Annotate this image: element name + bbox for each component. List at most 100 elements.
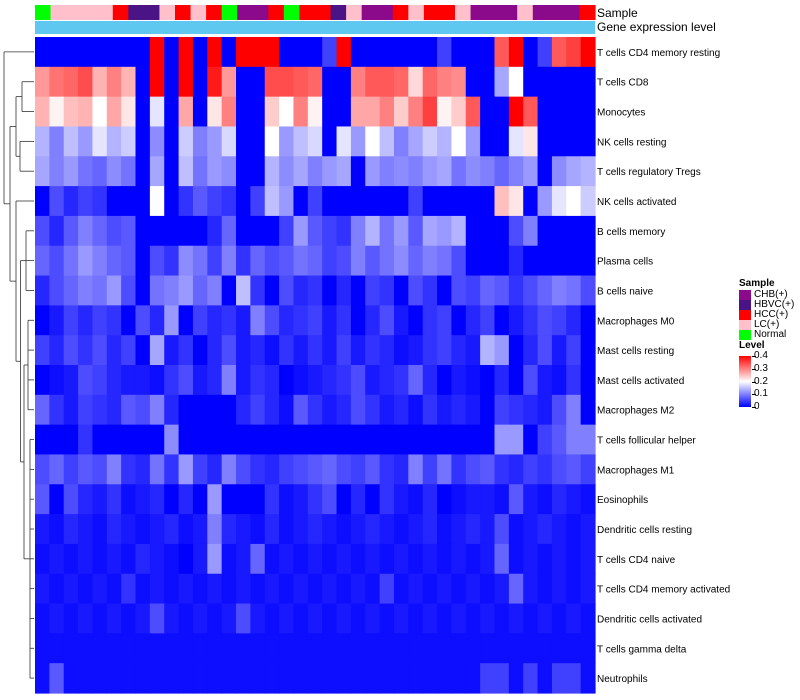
heatmap-cell bbox=[350, 424, 366, 456]
heatmap-cell bbox=[307, 126, 323, 157]
heatmap-cell bbox=[149, 126, 165, 157]
heatmap-cell bbox=[178, 126, 194, 157]
heatmap-cell bbox=[63, 663, 79, 694]
heatmap-cell bbox=[63, 514, 79, 545]
heatmap-cell bbox=[566, 484, 582, 515]
heatmap-cell bbox=[192, 156, 208, 187]
heatmap-cell bbox=[523, 335, 539, 366]
heatmap-cell bbox=[350, 663, 366, 694]
heatmap-cell bbox=[322, 215, 338, 247]
heatmap-cell bbox=[422, 573, 438, 605]
heatmap-cell bbox=[106, 484, 122, 515]
heatmap-cell bbox=[236, 126, 251, 157]
heatmap-cell bbox=[135, 573, 151, 605]
heatmap-cell bbox=[293, 37, 309, 68]
heatmap-cell bbox=[551, 573, 567, 605]
heatmap-cell bbox=[437, 543, 453, 575]
heatmap-cell bbox=[551, 305, 567, 336]
heatmap-cell bbox=[465, 573, 481, 605]
heatmap-cell bbox=[451, 335, 467, 366]
heatmap-cell bbox=[149, 573, 165, 605]
heatmap-cell bbox=[121, 66, 137, 98]
heatmap-cell bbox=[551, 156, 567, 187]
heatmap-cell bbox=[508, 365, 524, 396]
heatmap-cell bbox=[106, 335, 122, 366]
heatmap-cell bbox=[551, 126, 567, 157]
heatmap-cell bbox=[465, 335, 481, 366]
heatmap-cell bbox=[408, 663, 424, 694]
heatmap-cell bbox=[92, 245, 108, 277]
row-label: Mast cells resting bbox=[597, 346, 674, 357]
heatmap-cell bbox=[465, 37, 481, 68]
level-gradient bbox=[739, 356, 751, 407]
heatmap-cell bbox=[393, 186, 409, 217]
heatmap-cell bbox=[422, 454, 438, 485]
heatmap-cell bbox=[508, 126, 524, 157]
heatmap-cell bbox=[135, 126, 151, 157]
heatmap-cell bbox=[264, 365, 280, 396]
heatmap-cell bbox=[207, 335, 223, 366]
sample-annotation-cell bbox=[81, 5, 98, 20]
heatmap-cell bbox=[164, 215, 180, 247]
heatmap-cell bbox=[207, 454, 223, 485]
heatmap-cell bbox=[78, 514, 94, 545]
heatmap-cell bbox=[164, 543, 180, 575]
heatmap-cell bbox=[78, 543, 94, 575]
heatmap-cell bbox=[92, 215, 108, 247]
heatmap-cell bbox=[307, 573, 323, 605]
heatmap-cell bbox=[580, 335, 596, 366]
heatmap-cell bbox=[379, 37, 395, 68]
heatmap-cell bbox=[279, 603, 295, 634]
sample-annotation-cell bbox=[501, 5, 518, 20]
heatmap-cell bbox=[393, 603, 409, 634]
heatmap-cell bbox=[350, 126, 366, 157]
heatmap-cell bbox=[422, 514, 438, 545]
row-label: NK cells activated bbox=[597, 197, 676, 208]
heatmap-cell bbox=[422, 305, 438, 336]
heatmap-cell bbox=[307, 245, 323, 277]
heatmap-cell bbox=[566, 633, 582, 664]
heatmap-cell bbox=[293, 156, 309, 187]
heatmap-cell bbox=[149, 245, 165, 277]
heatmap-cell bbox=[566, 663, 582, 694]
heatmap-cell bbox=[551, 454, 567, 485]
heatmap-cell bbox=[393, 275, 409, 306]
heatmap-cell bbox=[135, 394, 151, 426]
heatmap-cell bbox=[379, 424, 395, 456]
heatmap-cell bbox=[365, 275, 381, 306]
row-label: Mast cells activated bbox=[597, 376, 684, 387]
heatmap-cell bbox=[236, 454, 251, 485]
heatmap-cell bbox=[422, 37, 438, 68]
heatmap-cell bbox=[106, 305, 122, 336]
heatmap-cell bbox=[480, 365, 496, 396]
heatmap-cell bbox=[393, 394, 409, 426]
heatmap-cell bbox=[121, 186, 137, 217]
heatmap-cell bbox=[422, 156, 438, 187]
row-label: Monocytes bbox=[597, 108, 645, 119]
heatmap-cell bbox=[422, 335, 438, 366]
heatmap-cell bbox=[35, 573, 50, 605]
heatmap-cell bbox=[580, 633, 596, 664]
heatmap-cell bbox=[92, 96, 108, 128]
heatmap-cell bbox=[322, 603, 338, 634]
heatmap-cell bbox=[35, 305, 50, 336]
heatmap-cell bbox=[63, 573, 79, 605]
heatmap-cell bbox=[192, 126, 208, 157]
sample-annotation-cell bbox=[143, 5, 161, 20]
heatmap-cell bbox=[92, 186, 108, 217]
heatmap-cell bbox=[580, 663, 596, 694]
heatmap-cell bbox=[480, 543, 496, 575]
heatmap-cell bbox=[523, 96, 539, 128]
heatmap-cell bbox=[164, 365, 180, 396]
heatmap-cell bbox=[279, 424, 295, 456]
heatmap-cell bbox=[537, 275, 553, 306]
heatmap-cell bbox=[192, 215, 208, 247]
heatmap-cell bbox=[207, 186, 223, 217]
heatmap-cell bbox=[307, 424, 323, 456]
heatmap-cell bbox=[408, 186, 424, 217]
sample-annotation-cell bbox=[128, 5, 145, 20]
heatmap-cell bbox=[178, 424, 194, 456]
heatmap-cell bbox=[566, 245, 582, 277]
heatmap-cell bbox=[293, 454, 309, 485]
heatmap-cell bbox=[551, 543, 567, 575]
